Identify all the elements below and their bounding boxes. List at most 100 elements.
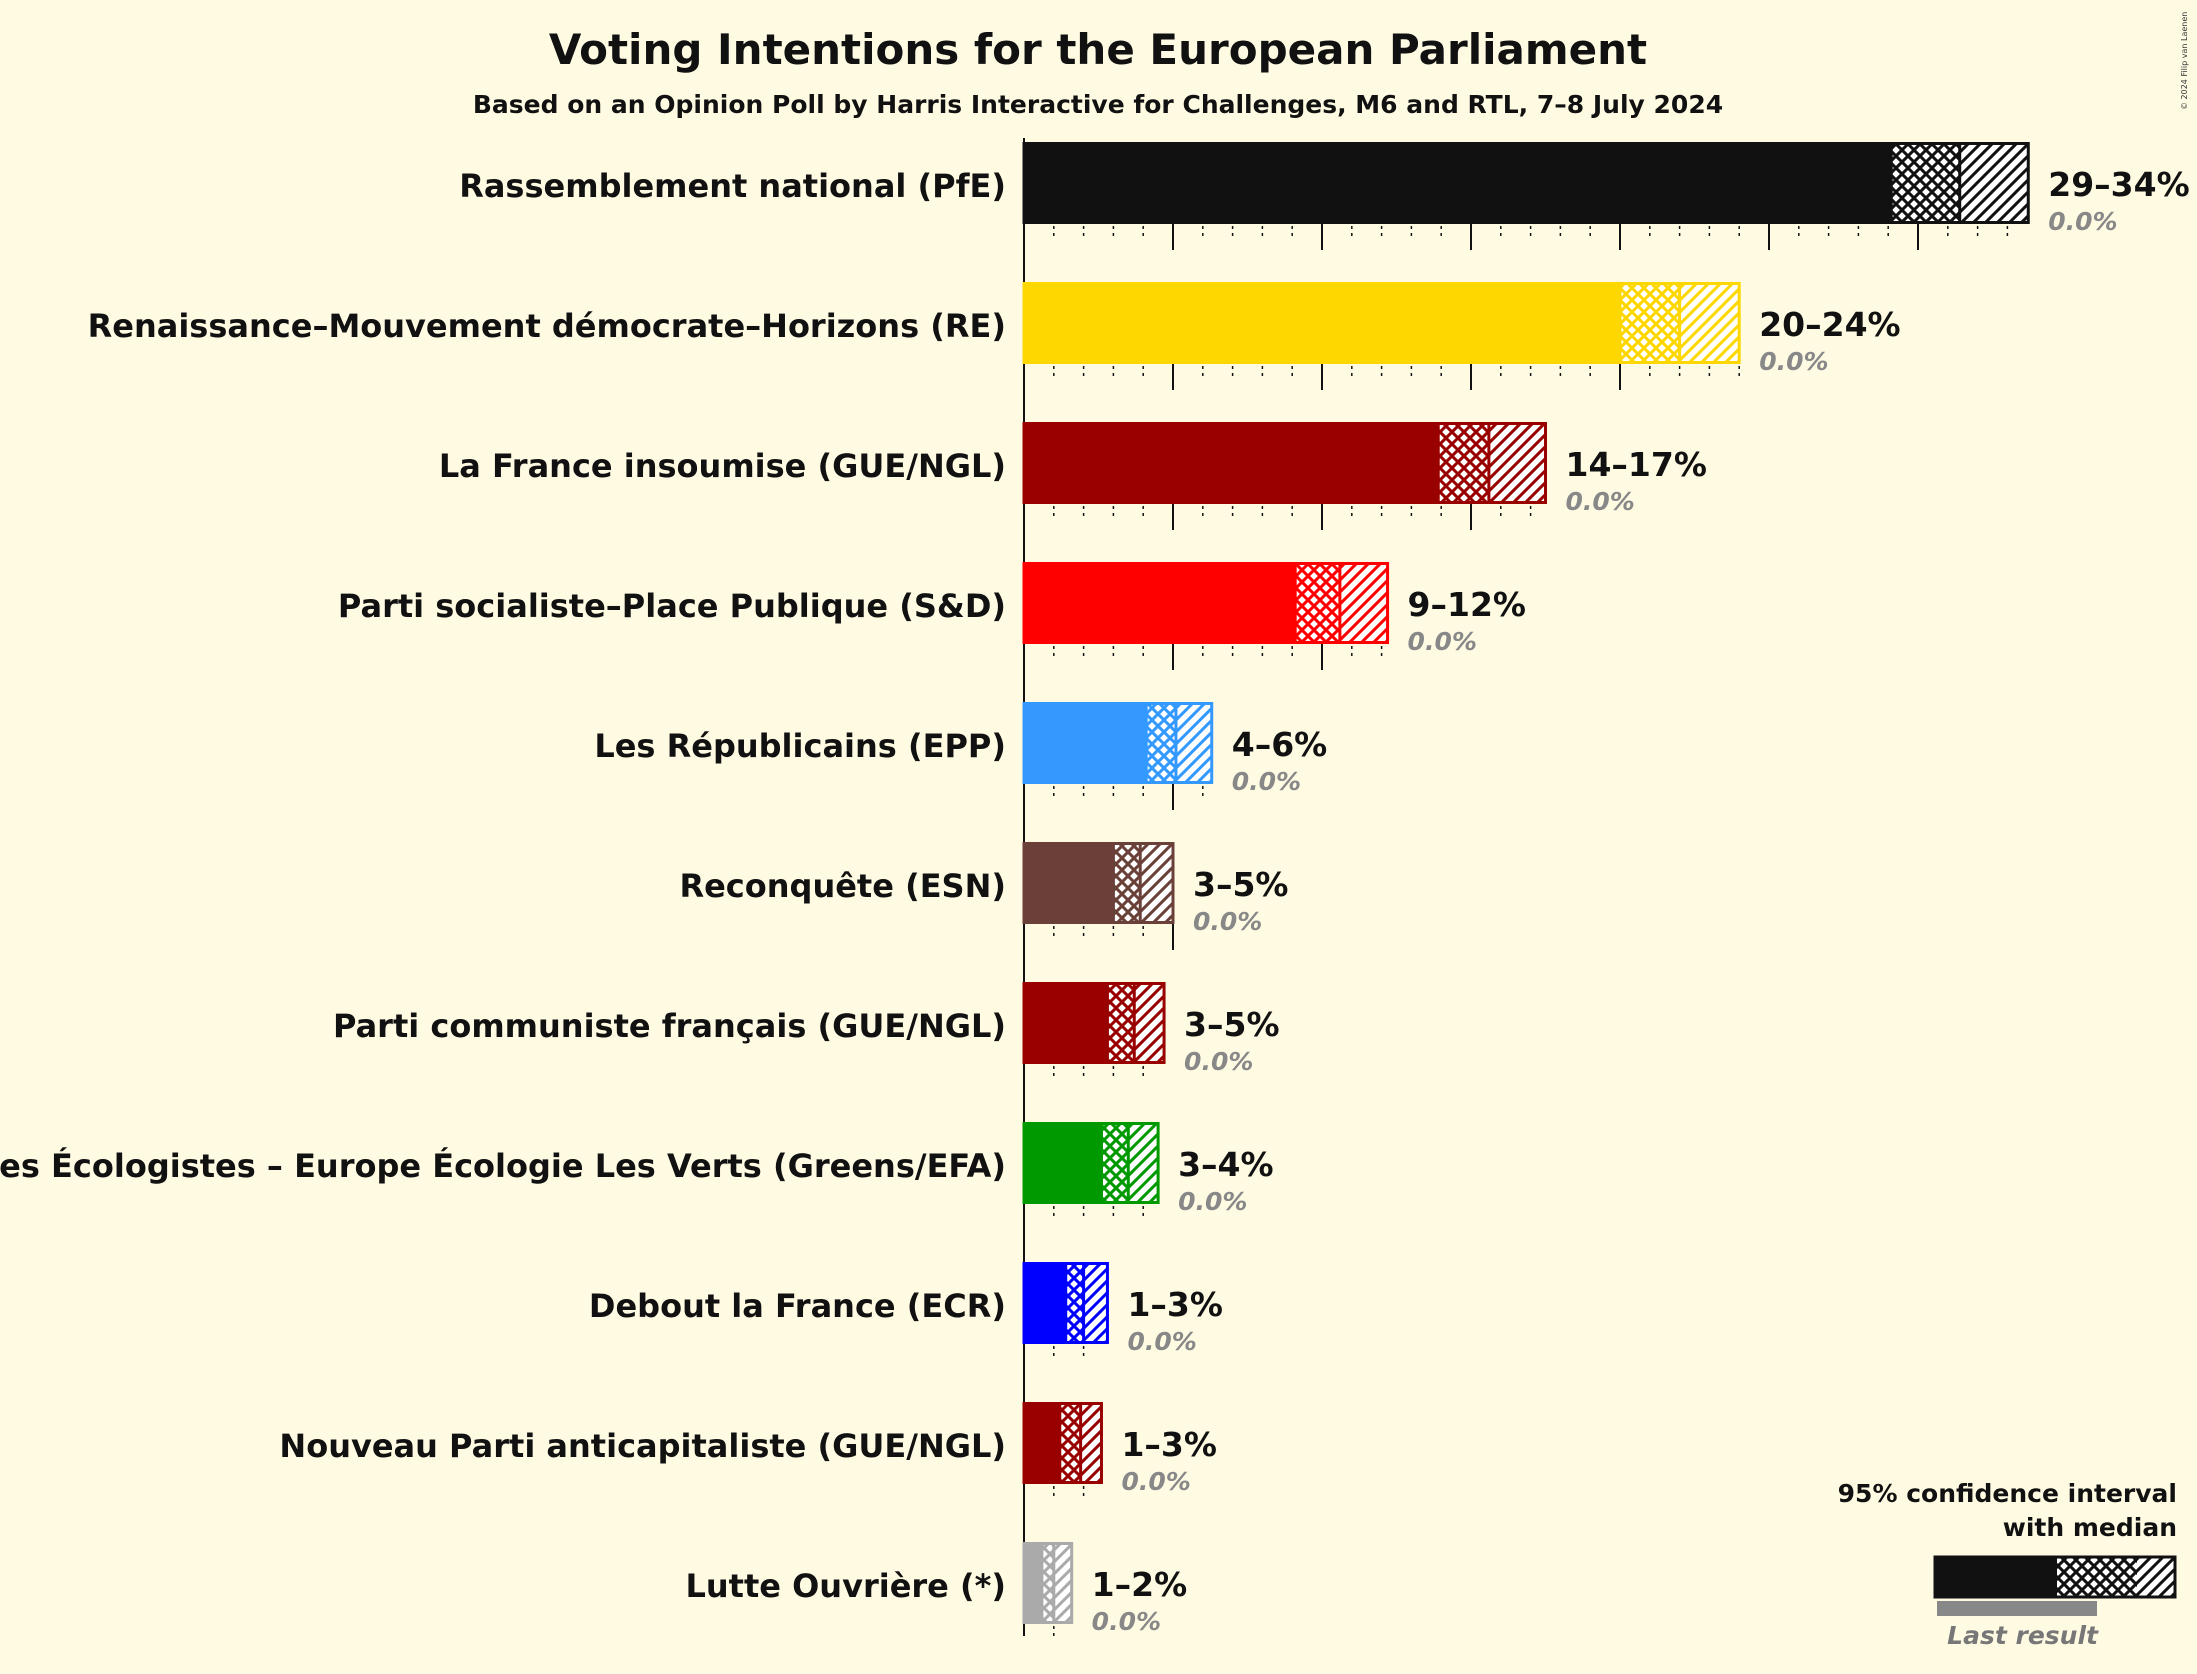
copyright-notice: © 2024 Filip van Laenen — [2180, 12, 2189, 110]
bar-solid — [1024, 842, 1114, 924]
party-row: Les Écologistes – Europe Écologie Les Ve… — [0, 1122, 1274, 1218]
party-row: Lutte Ouvrière (*) 1–2% 0.0% — [685, 1542, 1187, 1638]
range-label: 1–3% — [1127, 1285, 1223, 1324]
bar-ci-upper — [1175, 702, 1212, 784]
party-label: Lutte Ouvrière (*) — [685, 1567, 1006, 1605]
range-label: 9–12% — [1408, 585, 1526, 624]
bar-solid — [1024, 142, 1892, 224]
legend-title-line2: with median — [2003, 1513, 2177, 1542]
last-result-label: 0.0% — [1121, 1467, 1190, 1496]
party-row: Parti communiste français (GUE/NGL) 3–5% 0… — [333, 982, 1280, 1078]
bar-ci-upper — [1053, 1542, 1072, 1624]
range-label: 4–6% — [1232, 725, 1328, 764]
party-label: Debout la France (ECR) — [589, 1287, 1006, 1325]
bar-outline — [1022, 702, 1214, 784]
bar-outline — [1022, 842, 1175, 924]
bar-ci-lower — [1146, 702, 1176, 784]
range-label: 1–2% — [1092, 1565, 1188, 1604]
bar-outline — [1022, 142, 2030, 224]
bar-ci-upper — [1083, 1262, 1108, 1344]
bar-outline — [1022, 982, 1166, 1064]
bar-solid — [1024, 1262, 1066, 1344]
chart-title: Voting Intentions for the European Parli… — [549, 25, 1647, 74]
last-result-label: 0.0% — [1408, 627, 1477, 656]
range-label: 3–4% — [1178, 1145, 1274, 1184]
last-result-label: 0.0% — [2048, 207, 2117, 236]
bar-ci-lower — [1620, 282, 1680, 364]
party-row: Debout la France (ECR) 1–3% 0.0% — [589, 1262, 1223, 1358]
last-result-label: 0.0% — [1127, 1327, 1196, 1356]
legend-last-result-bar — [1937, 1601, 2097, 1616]
range-label: 29–34% — [2048, 165, 2189, 204]
bars-layer: Rassemblement national (PfE) 29–34%0.0%Re… — [0, 138, 2190, 1638]
legend-last-result-label: Last result — [1947, 1621, 2099, 1650]
legend-crosshatch-bar — [2057, 1557, 2137, 1597]
party-row: Parti socialiste–Place Publique (S&D) 9–1… — [338, 562, 1526, 670]
bar-ci-upper — [1959, 142, 2029, 224]
range-label: 1–3% — [1121, 1425, 1217, 1464]
chart-subtitle: Based on an Opinion Poll by Harris Inter… — [473, 90, 1723, 119]
party-label: Reconquête (ESN) — [679, 867, 1006, 905]
bar-ci-upper — [1080, 1402, 1102, 1484]
party-label: Renaissance–Mouvement démocrate–Horizons… — [88, 307, 1006, 345]
range-label: 3–5% — [1184, 1005, 1280, 1044]
bar-ci-upper — [1140, 842, 1173, 924]
bar-ci-lower — [1113, 842, 1141, 924]
last-result-label: 0.0% — [1566, 487, 1635, 516]
bar-ci-lower — [1295, 562, 1340, 644]
legend-solid-bar — [1935, 1557, 2057, 1597]
party-label: Parti socialiste–Place Publique (S&D) — [338, 587, 1006, 625]
party-label: Les Écologistes – Europe Écologie Les Ve… — [0, 1147, 1006, 1185]
party-label: Parti communiste français (GUE/NGL) — [333, 1007, 1006, 1045]
last-result-label: 0.0% — [1759, 347, 1828, 376]
bar-ci-lower — [1891, 142, 1960, 224]
range-label: 14–17% — [1566, 445, 1707, 484]
last-result-label: 0.0% — [1184, 1047, 1253, 1076]
bar-solid — [1024, 562, 1296, 644]
party-row: Les Républicains (EPP) 4–6% 0.0% — [594, 702, 1327, 810]
bar-ci-lower — [1101, 1122, 1129, 1204]
last-result-label: 0.0% — [1092, 1607, 1161, 1636]
bar-solid — [1024, 1402, 1060, 1484]
bar-ci-lower — [1059, 1402, 1081, 1484]
last-result-label: 0.0% — [1193, 907, 1262, 936]
range-label: 3–5% — [1193, 865, 1289, 904]
bar-solid — [1024, 282, 1620, 364]
legend-title-line1: 95% confidence interval — [1838, 1479, 2177, 1508]
party-label: Nouveau Parti anticapitaliste (GUE/NGL) — [279, 1427, 1006, 1465]
last-result-label: 0.0% — [1178, 1187, 1247, 1216]
party-row: Rassemblement national (PfE) 29–34% 0.0% — [459, 142, 2190, 250]
bar-outline — [1022, 1402, 1103, 1484]
party-label: Rassemblement national (PfE) — [459, 167, 1006, 205]
party-row: La France insoumise (GUE/NGL) 14–17% 0.0% — [439, 422, 1707, 530]
bar-ci-upper — [1134, 982, 1165, 1064]
bar-ci-lower — [1107, 982, 1135, 1064]
bar-ci-upper — [1339, 562, 1388, 644]
party-row: Nouveau Parti anticapitaliste (GUE/NGL) 1… — [279, 1402, 1217, 1498]
legend: 95% confidence interval with median Last… — [1838, 1479, 2177, 1650]
bar-outline — [1022, 282, 1741, 364]
bar-ci-upper — [1488, 422, 1546, 504]
legend-frame — [1933, 1555, 2177, 1599]
bar-ci-lower — [1065, 1262, 1084, 1344]
bar-outline — [1022, 422, 1547, 504]
bar-outline — [1022, 562, 1390, 644]
bar-solid — [1024, 422, 1439, 504]
bar-ci-upper — [1679, 282, 1740, 364]
bar-ci-lower — [1041, 1542, 1054, 1624]
bar-ci-upper — [1128, 1122, 1159, 1204]
party-row: Renaissance–Mouvement démocrate–Horizons… — [88, 282, 1901, 390]
range-label: 20–24% — [1759, 305, 1900, 344]
bar-outline — [1022, 1542, 1074, 1624]
bar-solid — [1024, 702, 1147, 784]
party-label: La France insoumise (GUE/NGL) — [439, 447, 1006, 485]
bar-outline — [1022, 1122, 1160, 1204]
last-result-label: 0.0% — [1232, 767, 1301, 796]
bar-solid — [1024, 1122, 1102, 1204]
party-row: Reconquête (ESN) 3–5% 0.0% — [679, 842, 1289, 950]
bar-solid — [1024, 1542, 1042, 1624]
bar-solid — [1024, 982, 1108, 1064]
bar-ci-lower — [1438, 422, 1489, 504]
party-label: Les Républicains (EPP) — [594, 727, 1006, 765]
